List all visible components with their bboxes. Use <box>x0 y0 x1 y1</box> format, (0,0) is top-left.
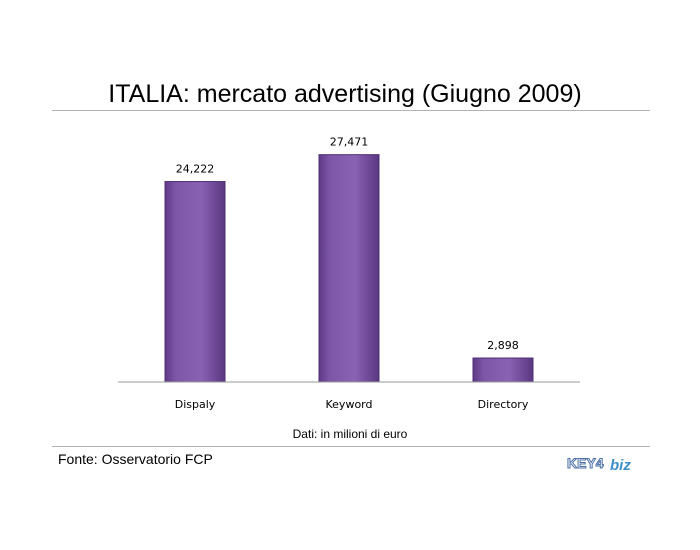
bar-dispaly <box>164 181 226 383</box>
units-note: Dati: in milioni di euro <box>292 427 408 441</box>
data-label: 24,222 <box>176 163 215 176</box>
category-tick-label: Directory <box>478 398 529 411</box>
keybiz-logo: KEY4 biz <box>566 452 640 479</box>
bar-keyword <box>318 154 380 383</box>
source-text: Fonte: Osservatorio FCP <box>58 451 213 467</box>
title-divider <box>52 110 650 111</box>
chart-title: ITALIA: mercato advertising (Giugno 2009… <box>108 80 582 108</box>
logo-left-text: KEY4 <box>567 455 604 471</box>
bar-chart: 24,222 Dispaly 27,471 Keyword 2,898 Directory <box>118 136 580 411</box>
data-label: 27,471 <box>330 136 369 149</box>
category-tick-label: Dispaly <box>175 398 216 411</box>
bar-directory <box>472 357 534 383</box>
logo-right-text: biz <box>610 457 631 474</box>
data-label: 2,898 <box>487 339 519 352</box>
category-tick-label: Keyword <box>326 398 373 411</box>
footer-divider <box>52 446 650 447</box>
